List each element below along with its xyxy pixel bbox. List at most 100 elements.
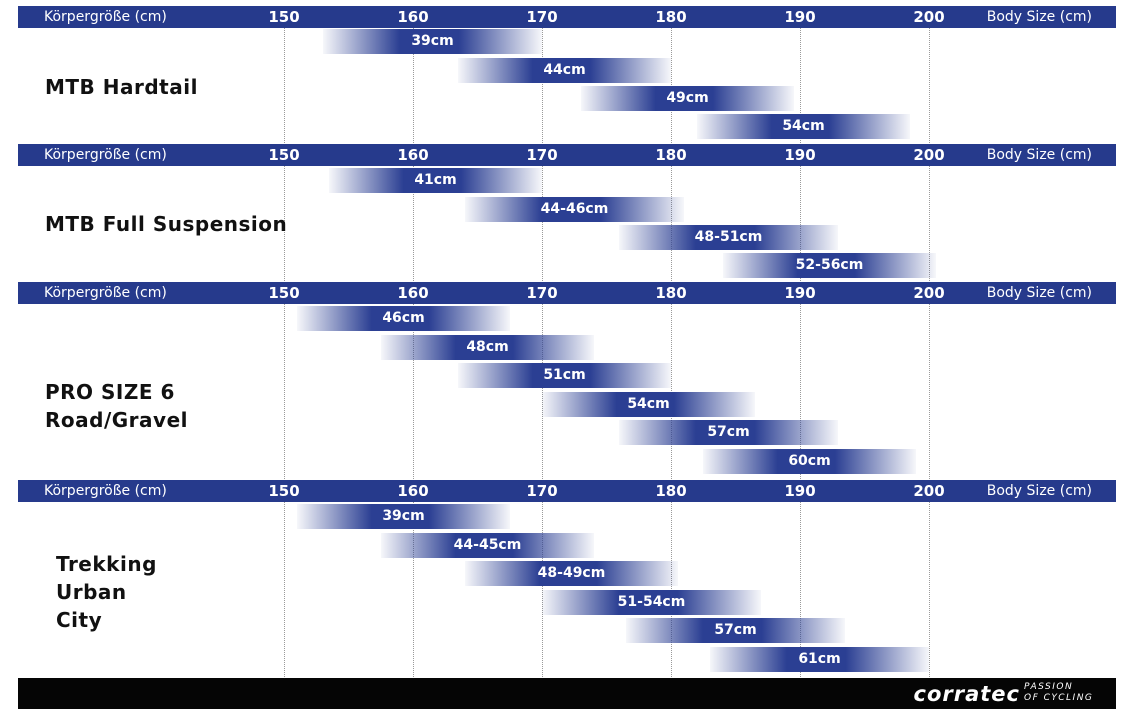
- grid-line: [671, 166, 672, 281]
- tick-label: 160: [397, 8, 429, 26]
- grid-line: [800, 28, 801, 143]
- grid-line: [542, 502, 543, 677]
- grid-line: [671, 502, 672, 677]
- tick-label: 160: [397, 284, 429, 302]
- tick-label: 150: [268, 8, 300, 26]
- size-bar: 39cm: [297, 504, 510, 529]
- grid-line: [929, 502, 930, 677]
- size-bar: 54cm: [542, 392, 755, 417]
- size-bar: 51cm: [458, 363, 671, 388]
- grid-line: [542, 166, 543, 281]
- grid-line: [413, 28, 414, 143]
- tick-label: 170: [526, 482, 558, 500]
- category-label-line: MTB Hardtail: [45, 75, 198, 99]
- category-label: MTB Full Suspension: [45, 210, 287, 238]
- tick-label: 160: [397, 146, 429, 164]
- bar-label: 46cm: [382, 310, 425, 326]
- bar-label: 44cm: [543, 62, 586, 78]
- brand-logo: corratec: [913, 682, 1020, 706]
- size-bar: 52-56cm: [723, 253, 936, 278]
- size-bar: 41cm: [329, 168, 542, 193]
- tick-label: 200: [913, 284, 945, 302]
- grid-line: [284, 502, 285, 677]
- size-bar: 48-51cm: [619, 225, 838, 250]
- axis-label-de: Körpergröße (cm): [44, 483, 167, 499]
- grid-line: [929, 304, 930, 479]
- tick-label: 150: [268, 284, 300, 302]
- grid-line: [542, 304, 543, 479]
- bar-label: 44-46cm: [540, 201, 609, 217]
- grid-line: [929, 166, 930, 281]
- size-bar: 49cm: [581, 86, 794, 111]
- category-label-line: Trekking: [56, 552, 157, 576]
- grid-line: [800, 304, 801, 479]
- axis-header-bar: Körpergröße (cm) 150 160 170 180 190 200 Body S…: [18, 144, 1116, 166]
- axis-label-de: Körpergröße (cm): [44, 285, 167, 301]
- bar-label: 39cm: [382, 508, 425, 524]
- size-bar: 57cm: [619, 420, 838, 445]
- bar-label: 54cm: [782, 118, 825, 134]
- tick-label: 180: [655, 284, 687, 302]
- category-label-line: PRO SIZE 6: [45, 380, 175, 404]
- category-label-line: Urban: [56, 580, 127, 604]
- bar-label: 60cm: [788, 453, 831, 469]
- axis-label-en: Body Size (cm): [986, 9, 1092, 25]
- brand-tagline: PASSION OF CYCLING: [1024, 682, 1094, 704]
- tick-label: 150: [268, 482, 300, 500]
- axis-header-bar: Körpergröße (cm) 150 160 170 180 190 200 Body S…: [18, 6, 1116, 28]
- tick-label: 200: [913, 146, 945, 164]
- size-bar: 57cm: [626, 618, 845, 643]
- size-bar: 39cm: [323, 29, 542, 54]
- bar-label: 51cm: [543, 367, 586, 383]
- bar-label: 61cm: [798, 651, 841, 667]
- tick-label: 170: [526, 284, 558, 302]
- size-bar: 60cm: [703, 449, 916, 474]
- grid-line: [929, 28, 930, 143]
- bar-label: 48-51cm: [694, 229, 763, 245]
- size-bar: 44cm: [458, 58, 671, 83]
- tagline-line: OF CYCLING: [1024, 693, 1094, 703]
- size-bar: 61cm: [710, 647, 929, 672]
- bar-label: 57cm: [707, 424, 750, 440]
- grid-line: [671, 28, 672, 143]
- axis-label-en: Body Size (cm): [986, 147, 1092, 163]
- bar-label: 41cm: [414, 172, 457, 188]
- bar-label: 57cm: [714, 622, 757, 638]
- grid-line: [284, 28, 285, 143]
- size-bar: 44-46cm: [465, 197, 684, 222]
- tick-label: 190: [784, 284, 816, 302]
- grid-line: [413, 304, 414, 479]
- tick-label: 190: [784, 146, 816, 164]
- axis-label-en: Body Size (cm): [986, 285, 1092, 301]
- grid-line: [413, 502, 414, 677]
- bar-label: 51-54cm: [617, 594, 686, 610]
- grid-line: [800, 502, 801, 677]
- tick-label: 200: [913, 8, 945, 26]
- size-bar: 48-49cm: [465, 561, 678, 586]
- category-label: MTB Hardtail: [45, 73, 198, 101]
- size-bar: 46cm: [297, 306, 510, 331]
- bar-label: 39cm: [411, 33, 454, 49]
- grid-line: [800, 166, 801, 281]
- tick-label: 180: [655, 146, 687, 164]
- grid-line: [284, 166, 285, 281]
- axis-header-bar: Körpergröße (cm) 150 160 170 180 190 200 Body S…: [18, 480, 1116, 502]
- category-label-line: Road/Gravel: [45, 408, 188, 432]
- tick-label: 200: [913, 482, 945, 500]
- tick-label: 170: [526, 146, 558, 164]
- tick-label: 190: [784, 482, 816, 500]
- bar-label: 54cm: [627, 396, 670, 412]
- footer-bar: corratec PASSION OF CYCLING: [18, 678, 1116, 709]
- axis-label-de: Körpergröße (cm): [44, 9, 167, 25]
- category-label-line: MTB Full Suspension: [45, 212, 288, 236]
- category-label: Trekking Urban City: [56, 550, 157, 634]
- bar-label: 44-45cm: [453, 537, 522, 553]
- axis-label-en: Body Size (cm): [986, 483, 1092, 499]
- bar-label: 48-49cm: [537, 565, 606, 581]
- tick-label: 150: [268, 146, 300, 164]
- size-bar: 44-45cm: [381, 533, 594, 558]
- grid-line: [671, 304, 672, 479]
- grid-line: [413, 166, 414, 281]
- bar-label: 49cm: [666, 90, 709, 106]
